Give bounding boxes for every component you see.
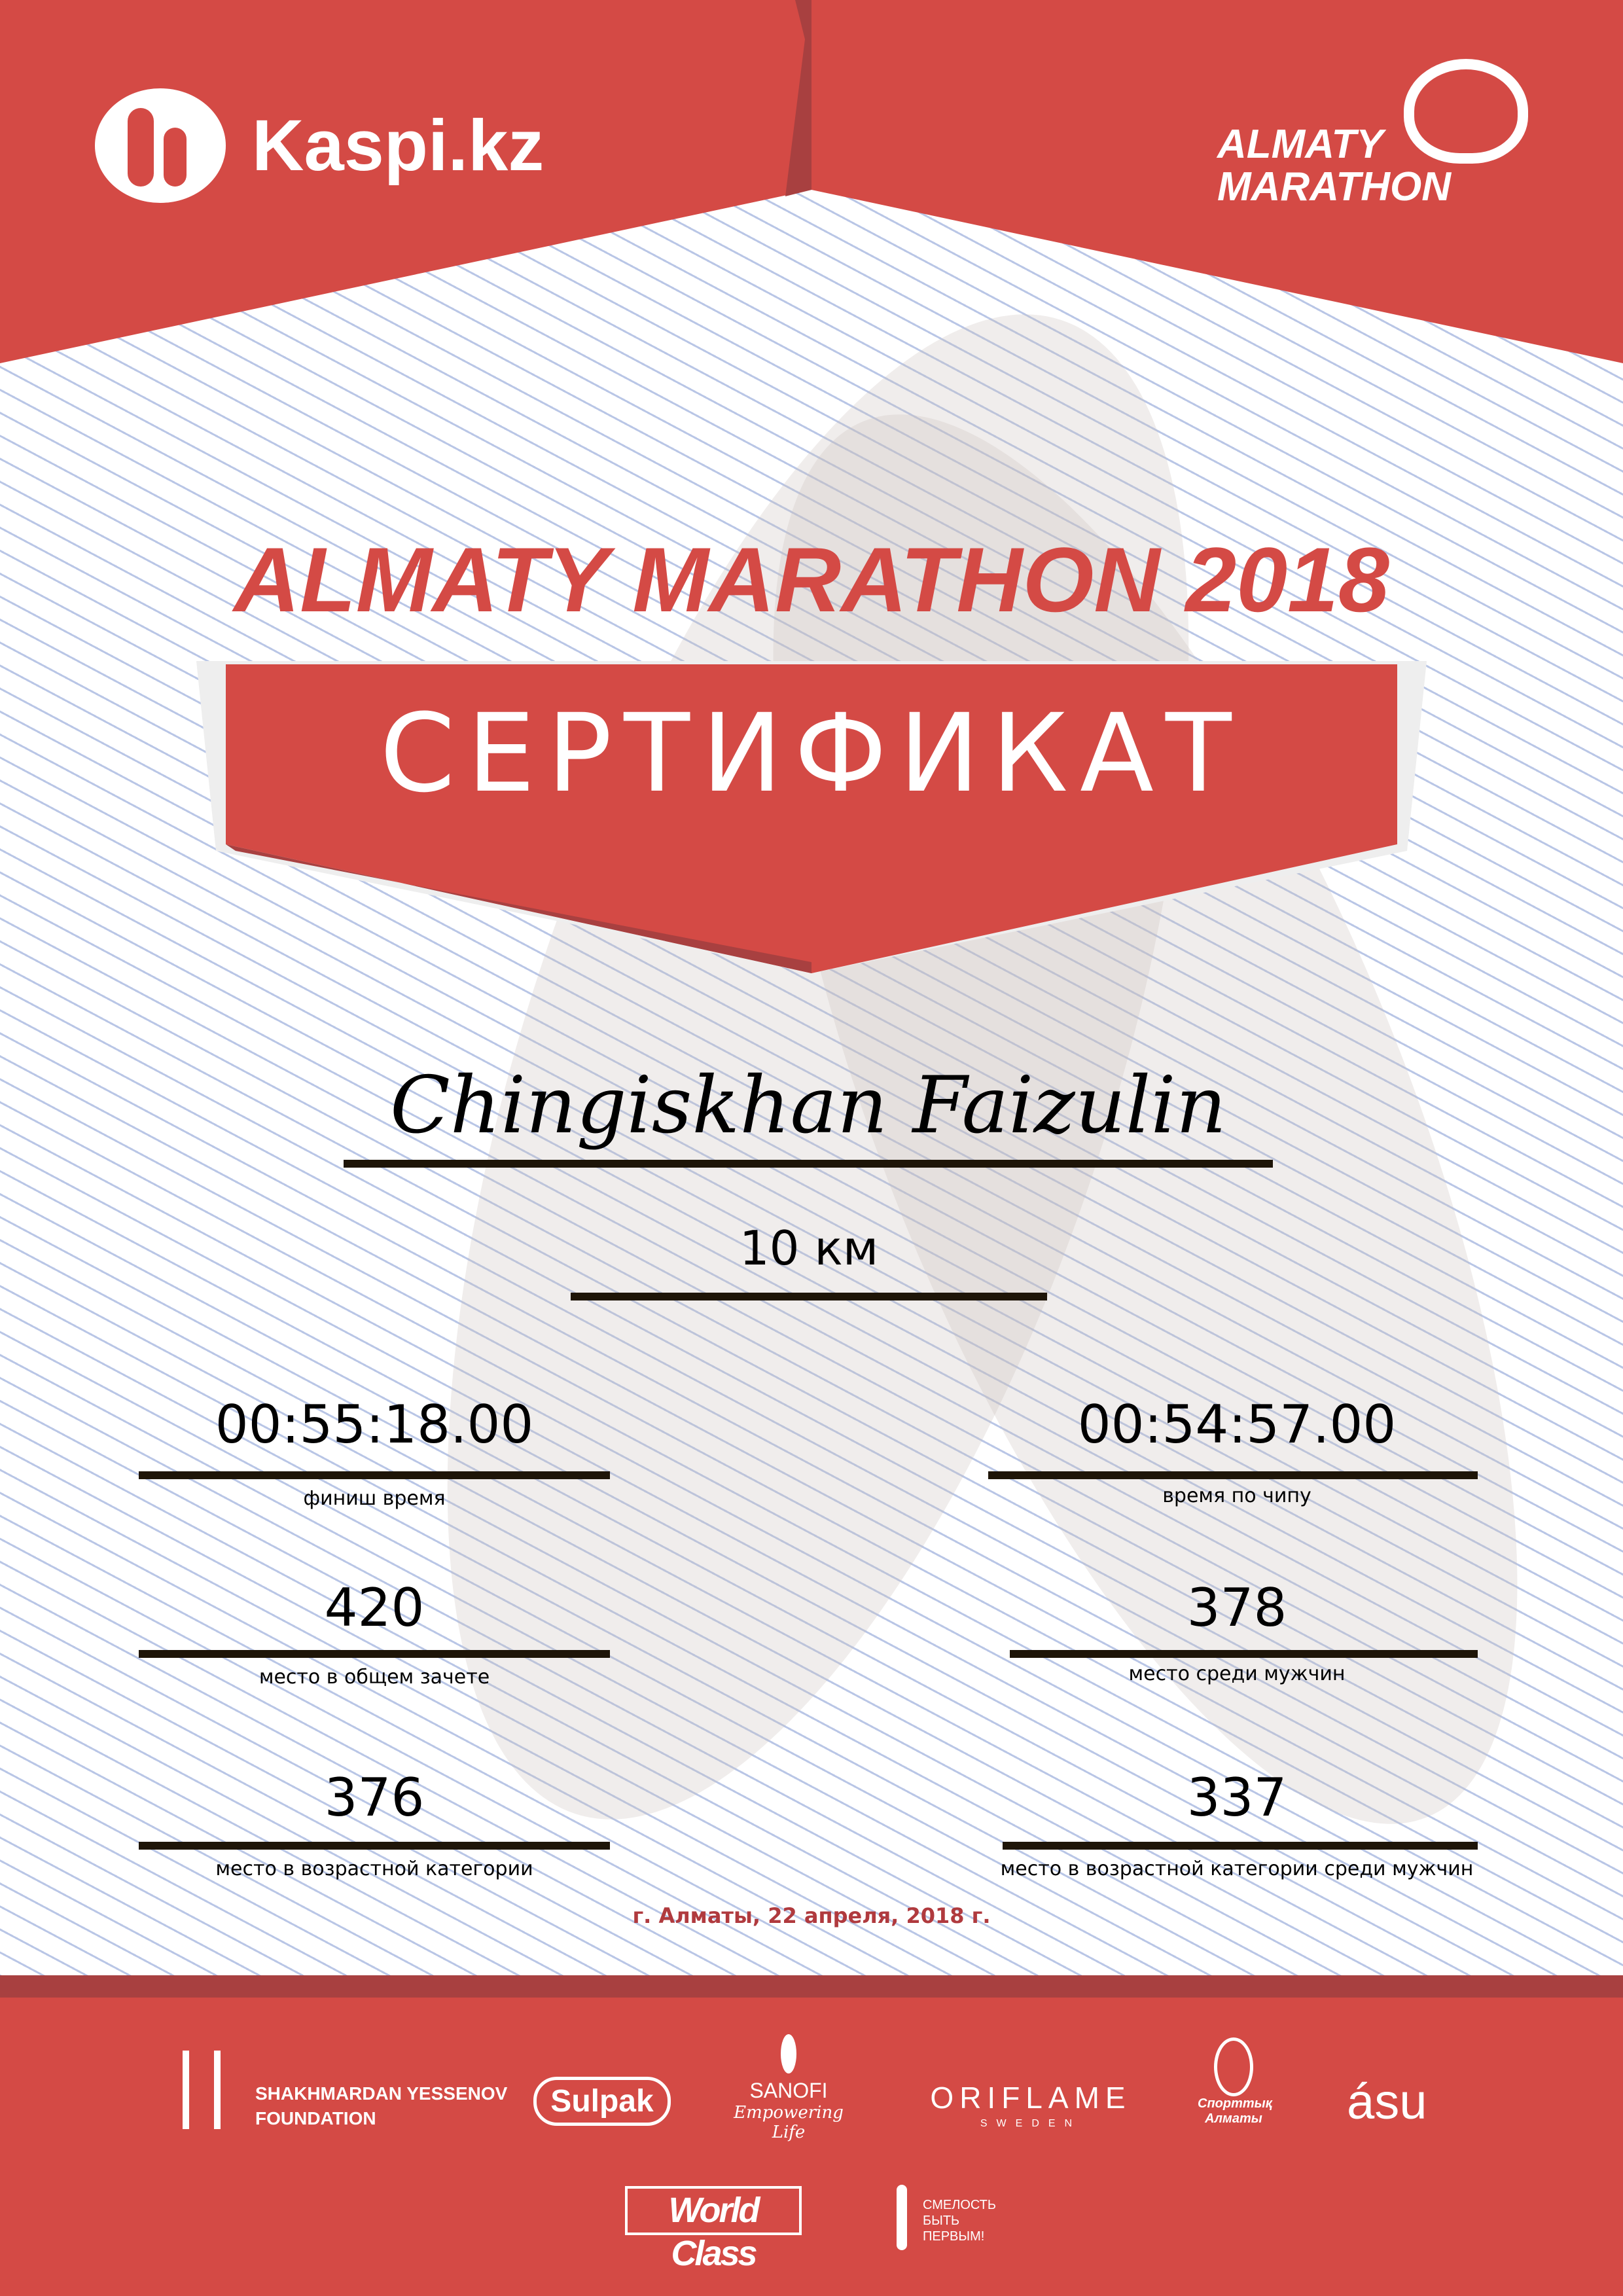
age-place-value: 376 bbox=[324, 1767, 425, 1828]
distance: 10 км bbox=[739, 1221, 879, 1276]
participant-name: Chingiskhan Faizulin bbox=[389, 1060, 1227, 1151]
overall-place-label: место в общем зачете bbox=[259, 1666, 490, 1689]
certificate-banner bbox=[196, 661, 1427, 973]
event-date: г. Алматы, 22 апреля, 2018 г. bbox=[632, 1903, 991, 1928]
runner-icon bbox=[1404, 59, 1528, 164]
asu-logo: ásu bbox=[1347, 2074, 1427, 2130]
header-band bbox=[0, 0, 1623, 363]
world-class-logo: World Class bbox=[625, 2186, 802, 2273]
overall-place-value: 420 bbox=[324, 1577, 425, 1638]
chip-time-label: время по чипу bbox=[1162, 1484, 1311, 1507]
sulpak-logo: Sulpak bbox=[533, 2077, 671, 2126]
age-men-place-label: место в возрастной категории среди мужчи… bbox=[1000, 1857, 1474, 1880]
sport-almaty-emblem bbox=[1214, 2037, 1253, 2096]
event-title: ALMATY MARATHON 2018 bbox=[234, 528, 1389, 631]
sanofi-logo: SANOFI Empowering Life bbox=[720, 2034, 857, 2145]
chip-time-value: 00:54:57.00 bbox=[1077, 1394, 1397, 1455]
certificate-heading: СЕРТИФИКАТ bbox=[380, 691, 1243, 816]
kaspi-icon bbox=[95, 88, 226, 203]
smelost-fund-logo: СМЕЛОСТЬ БЫТЬ ПЕРВЫМ! bbox=[870, 2172, 1027, 2250]
age-place-label: место в возрастной категории bbox=[215, 1857, 533, 1880]
kaspi-wordmark: Kaspi.kz bbox=[252, 105, 544, 186]
sport-almaty-logo: Спорттық Алматы bbox=[1198, 2037, 1272, 2142]
men-place-label: место среди мужчин bbox=[1128, 1662, 1346, 1685]
finish-time-label: финиш время bbox=[303, 1487, 446, 1510]
yessenov-icon bbox=[183, 2051, 221, 2129]
age-men-place-value: 337 bbox=[1186, 1767, 1287, 1828]
oriflame-logo: ORIFLAME SWEDEN bbox=[930, 2081, 1132, 2129]
finish-time-value: 00:55:18.00 bbox=[215, 1394, 534, 1455]
men-place-value: 378 bbox=[1186, 1577, 1287, 1638]
yessenov-foundation-logo: SHAKHMARDAN YESSENOV FOUNDATION bbox=[180, 2051, 507, 2136]
finish-time-line bbox=[139, 1471, 610, 1479]
distance-underline bbox=[571, 1293, 1047, 1300]
sanofi-bird-icon bbox=[781, 2034, 796, 2073]
footer-strip bbox=[0, 1975, 1623, 1998]
age-men-place-line bbox=[1003, 1842, 1478, 1850]
age-place-line bbox=[139, 1842, 610, 1850]
chip-time-line bbox=[988, 1471, 1478, 1479]
person-icon bbox=[897, 2185, 907, 2250]
overall-place-line bbox=[139, 1650, 610, 1658]
kaspi-logo: Kaspi.kz bbox=[95, 88, 544, 203]
sponsors-footer: SHAKHMARDAN YESSENOV FOUNDATION Sulpak S… bbox=[0, 1975, 1623, 2296]
men-place-line bbox=[1010, 1650, 1478, 1658]
almaty-marathon-logo: ALMATY MARATHON bbox=[1214, 59, 1528, 216]
name-underline bbox=[344, 1160, 1273, 1168]
